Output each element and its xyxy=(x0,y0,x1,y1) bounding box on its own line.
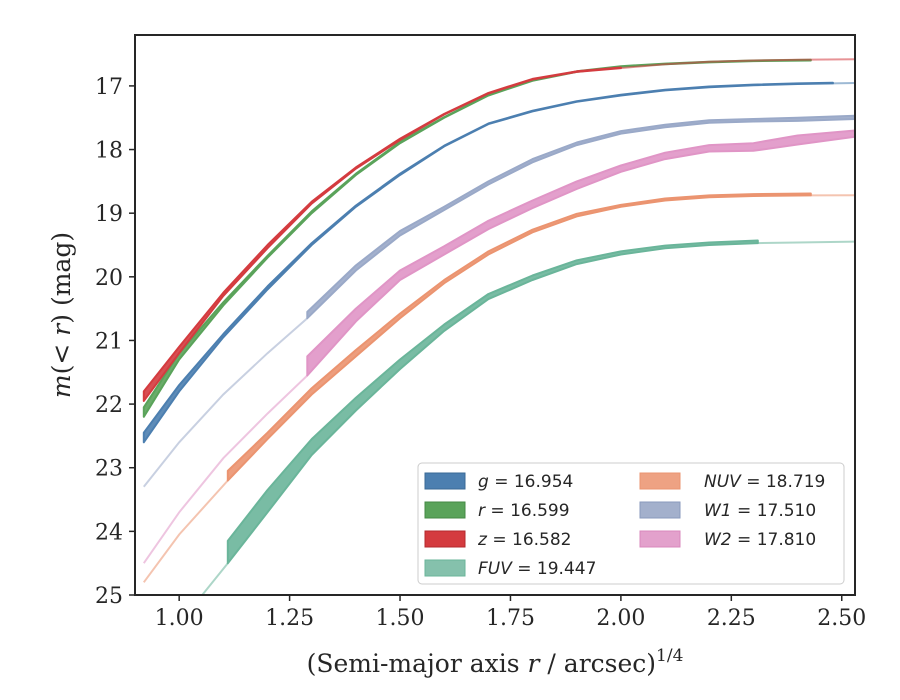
series-w1-extrapolation xyxy=(143,317,308,488)
series-r-band xyxy=(142,58,812,418)
y-tick-label-3: 20 xyxy=(95,266,123,291)
series-w1 xyxy=(143,114,855,488)
legend-swatch-w2 xyxy=(639,530,681,548)
legend-label-w1: W1 = 17.510 xyxy=(704,501,816,521)
series-w1-band xyxy=(306,114,855,320)
series-fuv xyxy=(200,239,855,595)
series-w2 xyxy=(142,129,855,564)
series-fuv-extrapolation xyxy=(200,562,229,595)
legend-box xyxy=(417,462,845,585)
series-z-extrapolation xyxy=(620,58,855,70)
y-tick-label-8: 25 xyxy=(95,584,123,609)
series-w2-extrapolation xyxy=(142,374,308,564)
series-z xyxy=(142,58,855,402)
y-tick-label-2: 19 xyxy=(95,202,123,227)
series-fuv-band xyxy=(226,239,759,565)
series-z-band xyxy=(142,66,622,402)
series-layer xyxy=(142,58,855,595)
y-tick-label-6: 23 xyxy=(95,457,123,482)
series-nuv xyxy=(142,192,855,583)
series-g xyxy=(142,81,855,444)
series-r xyxy=(142,58,812,418)
series-g-band xyxy=(142,81,834,444)
x-axis: 1.00 1.25 1.50 1.75 2.00 2.25 2.50 xyxy=(155,595,866,631)
x-tick-label-0: 1.00 xyxy=(155,606,204,631)
y-tick-label-4: 21 xyxy=(95,329,123,354)
legend-swatch-g xyxy=(424,472,466,490)
x-tick-label-6: 2.50 xyxy=(817,606,866,631)
series-nuv-band xyxy=(226,192,812,482)
series-w2-band xyxy=(306,129,855,377)
y-tick-label-5: 22 xyxy=(95,393,123,418)
y-tick-label-7: 24 xyxy=(95,520,123,545)
legend-swatch-r xyxy=(424,501,466,519)
legend-label-r: r = 16.599 xyxy=(478,501,570,521)
y-axis: 17 18 19 20 21 22 23 24 25 xyxy=(95,75,135,609)
x-tick-label-4: 2.00 xyxy=(596,606,645,631)
x-tick-label-5: 2.25 xyxy=(707,606,756,631)
legend: g = 16.954 r = 16.599 z = 16.582 FUV = 1… xyxy=(417,462,845,585)
legend-label-g: g = 16.954 xyxy=(478,472,573,492)
y-axis-label: m(< r) (mag) xyxy=(47,232,76,398)
legend-label-fuv: FUV = 19.447 xyxy=(478,559,596,579)
y-tick-label-1: 18 xyxy=(95,139,123,164)
legend-swatch-w1 xyxy=(639,501,681,519)
legend-swatch-nuv xyxy=(639,472,681,490)
series-fuv-asymptote xyxy=(757,240,855,245)
y-tick-label-0: 17 xyxy=(95,75,123,100)
legend-label-w2: W2 = 17.810 xyxy=(704,530,816,550)
x-tick-label-1: 1.25 xyxy=(265,606,314,631)
legend-swatch-z xyxy=(424,530,466,548)
x-tick-label-2: 1.50 xyxy=(376,606,425,631)
plot-frame xyxy=(134,34,856,596)
x-axis-label: (Semi-major axis r / arcsec)1/4 xyxy=(307,646,684,678)
x-tick-label-3: 1.75 xyxy=(486,606,535,631)
legend-label-nuv: NUV = 18.719 xyxy=(704,472,825,492)
legend-swatch-fuv xyxy=(424,559,466,577)
series-nuv-extrapolation xyxy=(142,479,229,583)
legend-label-z: z = 16.582 xyxy=(477,530,571,550)
